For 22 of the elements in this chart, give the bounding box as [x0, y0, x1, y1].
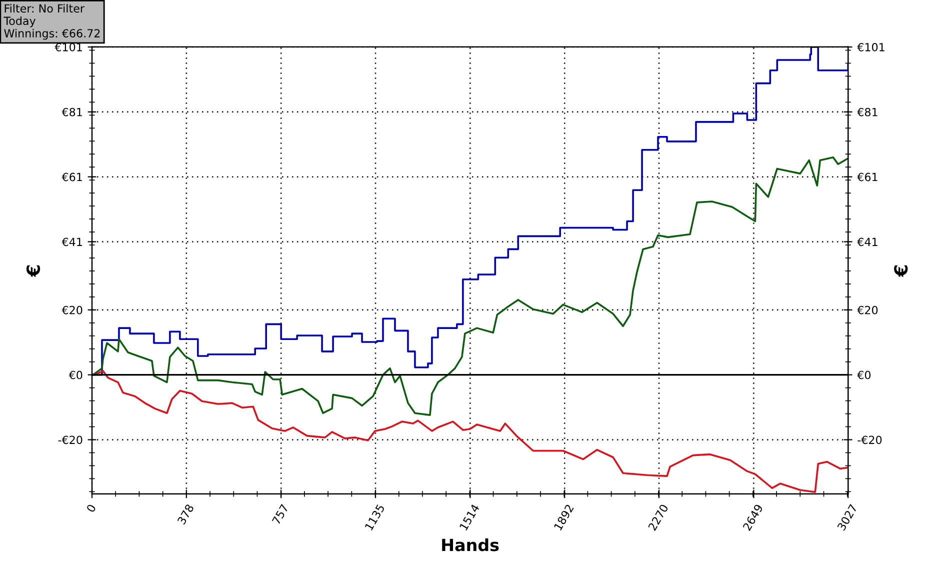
line-series — [94, 370, 848, 493]
y2-tick-label: €101 — [857, 42, 884, 52]
y-tick-label: €20 — [62, 306, 82, 314]
y-tick-label: €61 — [62, 172, 82, 182]
y2-tick-label: €41 — [857, 238, 878, 246]
text: Today — [4, 16, 36, 28]
line-series — [92, 156, 848, 416]
y2-tick-label: €81 — [857, 108, 878, 116]
text: Filter: No Filter — [4, 4, 84, 13]
x-tick-label: 0 — [86, 504, 96, 513]
y2-tick-label: €20 — [857, 306, 878, 314]
y-tick-label: €41 — [62, 238, 82, 246]
y-tick-label: €81 — [62, 108, 82, 116]
x-axis-title: Hands — [442, 538, 499, 552]
y2-tick-label: €61 — [857, 172, 878, 182]
y-tick-label: -€20 — [58, 436, 82, 444]
y2-tick-label: -€20 — [858, 436, 882, 444]
y-axis-title: € — [26, 265, 40, 278]
text: Winnings: €66.72 — [4, 28, 100, 40]
y2-tick-label: €0 — [857, 370, 871, 380]
y-tick-label: €0 — [68, 370, 82, 380]
y2-axis-title: € — [894, 265, 908, 278]
